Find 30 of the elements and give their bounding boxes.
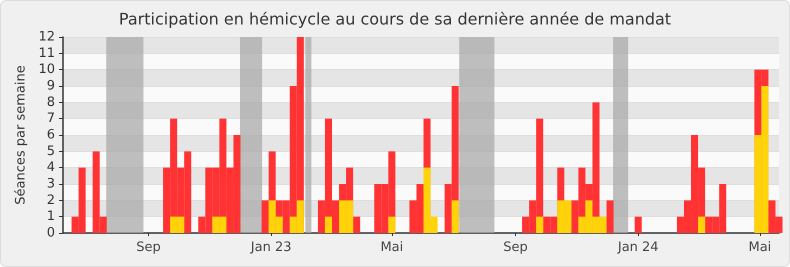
y-tick-label: 0 bbox=[46, 226, 55, 240]
y-tick-label: 11 bbox=[38, 46, 55, 61]
bar bbox=[536, 216, 544, 233]
x-tick-label: Sep bbox=[136, 240, 161, 255]
y-tick-label: 12 bbox=[38, 30, 55, 44]
bar bbox=[698, 216, 706, 233]
bar bbox=[634, 216, 642, 233]
y-tick-label: 8 bbox=[46, 94, 55, 110]
y-tick-label: 6 bbox=[46, 128, 55, 142]
bar bbox=[262, 200, 269, 233]
chart-title: Participation en hémicycle au cours de sa dernière année de mandat bbox=[118, 10, 672, 28]
x-tick-label: Mai bbox=[748, 240, 772, 255]
y-tick-label: 1 bbox=[46, 209, 55, 224]
x-tick-label: Jan 23 bbox=[250, 240, 292, 255]
y-tick-label: 3 bbox=[46, 176, 55, 192]
x-tick-label: Mai bbox=[380, 240, 404, 255]
bar bbox=[606, 200, 614, 233]
x-tick-label: Sep bbox=[503, 240, 528, 255]
bar bbox=[353, 216, 360, 233]
y-tick-label: 5 bbox=[46, 144, 55, 159]
bar bbox=[324, 216, 332, 233]
y-tick-label: 2 bbox=[46, 192, 55, 208]
bar bbox=[452, 200, 459, 233]
x-tick-label: Jan 24 bbox=[616, 240, 659, 255]
bar bbox=[388, 216, 396, 233]
y-tick-label: 4 bbox=[46, 160, 55, 176]
y-tick-label: 9 bbox=[46, 78, 55, 94]
y-tick-label: 7 bbox=[46, 111, 55, 126]
y-tick-label: 10 bbox=[38, 62, 55, 78]
y-axis-title: Séances par semaine bbox=[14, 65, 29, 205]
